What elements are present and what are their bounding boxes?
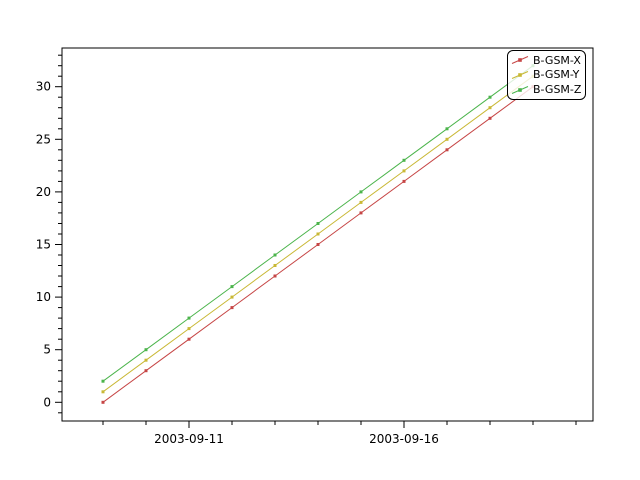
data-point-marker [488, 106, 492, 110]
y-axis-tick-label: 25 [36, 132, 51, 146]
data-point-marker [273, 253, 277, 257]
data-point-marker [316, 232, 320, 236]
data-point-marker [101, 379, 105, 383]
data-point-marker [101, 400, 105, 404]
legend-line-sample-icon [511, 56, 529, 65]
y-axis-tick-label: 5 [43, 343, 51, 357]
data-point-marker [402, 169, 406, 173]
legend-line-sample-icon [511, 71, 529, 79]
data-point-marker [445, 127, 449, 131]
data-point-marker [230, 306, 234, 310]
data-point-marker [187, 337, 191, 341]
data-point-marker [144, 369, 148, 373]
data-point-marker [445, 148, 449, 152]
data-point-marker [187, 316, 191, 320]
data-point-marker [144, 348, 148, 352]
data-point-marker [273, 264, 277, 267]
data-point-marker [359, 190, 363, 194]
data-point-marker [230, 285, 234, 289]
y-axis-tick-label: 20 [36, 185, 51, 199]
data-point-marker [230, 295, 234, 299]
legend-item: B-GSM-Z [511, 83, 582, 97]
legend-label: B-GSM-Y [533, 68, 580, 82]
y-axis-tick-label: 15 [36, 238, 51, 252]
plot-border [61, 47, 594, 422]
data-point-marker [144, 358, 148, 362]
data-point-marker [316, 243, 320, 246]
data-point-marker [488, 116, 492, 120]
data-point-marker [316, 222, 320, 225]
y-axis-tick-label: 30 [36, 80, 51, 94]
y-axis-tick-label: 10 [36, 290, 51, 304]
data-point-marker [101, 390, 105, 394]
legend: B-GSM-X B-GSM-Y B-GSM-Z [507, 50, 586, 100]
legend-item: B-GSM-Y [511, 68, 582, 82]
legend-label: B-GSM-Z [533, 83, 582, 97]
legend-label: B-GSM-X [533, 53, 581, 67]
x-axis-tick-label: 2003-09-16 [369, 432, 439, 446]
data-point-marker [402, 179, 406, 183]
data-point-marker [445, 137, 449, 141]
y-axis-tick-label: 0 [43, 395, 51, 409]
legend-item: B-GSM-X [511, 53, 582, 67]
data-point-marker [488, 95, 492, 99]
x-axis-tick-label: 2003-09-11 [154, 432, 224, 446]
data-point-marker [402, 158, 406, 162]
legend-line-sample-icon [511, 85, 529, 94]
data-point-marker [359, 211, 363, 215]
data-point-marker [359, 200, 363, 204]
data-point-marker [187, 327, 191, 331]
data-point-marker [273, 274, 277, 278]
